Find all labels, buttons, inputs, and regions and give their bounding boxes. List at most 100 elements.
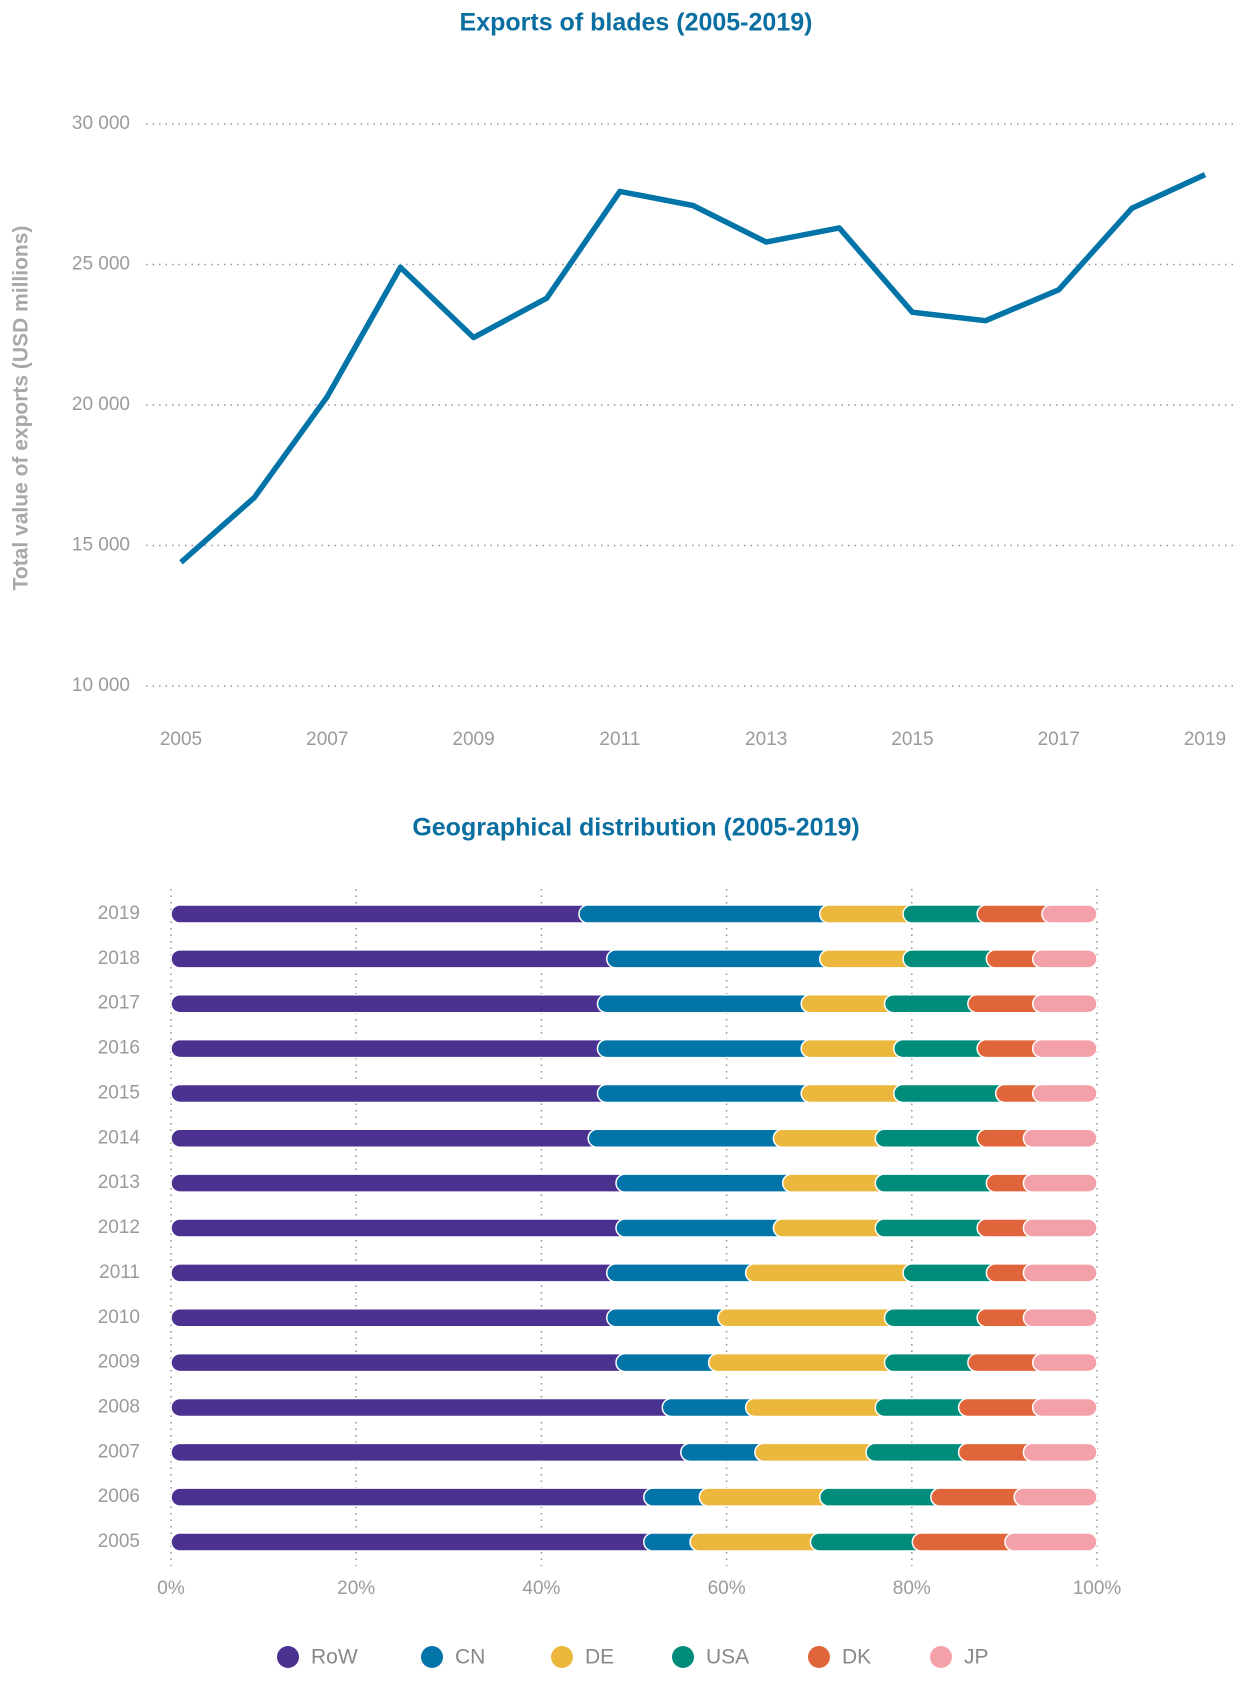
x-tick-label: 60% [708, 1578, 746, 1599]
y-tick-label: 20 000 [72, 394, 130, 415]
bar-segment [170, 949, 626, 969]
bar-segment [596, 1038, 820, 1059]
bar-segment [744, 1397, 895, 1418]
y-tick-label: 2010 [98, 1307, 140, 1328]
legend-label: JP [964, 1646, 989, 1669]
legend-label: DK [842, 1646, 871, 1669]
y-tick-label: 2016 [98, 1038, 140, 1059]
legend-swatch [672, 1646, 694, 1668]
x-tick-label: 2017 [1038, 729, 1080, 750]
bar-segment [1022, 1442, 1098, 1463]
y-tick-label: 2018 [98, 948, 140, 969]
x-tick-label: 2007 [306, 729, 348, 750]
y-tick-label: 2011 [99, 1262, 140, 1283]
y-tick-label: 2019 [98, 903, 140, 924]
legend-label: CN [455, 1646, 485, 1669]
bar-segment [170, 1397, 682, 1418]
bar-segment [170, 1083, 617, 1104]
bar-segment [170, 1038, 617, 1059]
bar-segment [170, 1128, 607, 1149]
x-tick-label: 80% [893, 1578, 931, 1599]
bar-segment [818, 1487, 950, 1507]
bar-segment [1041, 904, 1098, 924]
bar-segment [615, 1173, 802, 1193]
bar-segment [605, 1307, 737, 1328]
y-tick-label: 2017 [98, 993, 140, 1014]
x-tick-label: 40% [522, 1578, 560, 1599]
line [179, 172, 1207, 565]
bar-segment [170, 1442, 700, 1463]
bar-segment [578, 904, 839, 924]
bar-segment [1022, 1128, 1098, 1149]
y-tick-label: 2007 [98, 1441, 140, 1462]
y-tick-label: 15 000 [72, 535, 130, 556]
bar-segment [170, 1173, 635, 1193]
y-tick-label: 2006 [98, 1486, 140, 1507]
legend-label: USA [706, 1646, 749, 1669]
bar-segment [1031, 949, 1098, 969]
legend-swatch [421, 1646, 443, 1668]
y-tick-label: 30 000 [72, 113, 130, 134]
x-tick-label: 100% [1073, 1578, 1122, 1599]
bar-segment [717, 1307, 904, 1328]
legend-swatch [930, 1646, 952, 1668]
y-tick-label: 10 000 [72, 675, 130, 696]
bar-segment [754, 1442, 885, 1463]
legend-label: DE [585, 1646, 614, 1669]
chart-title: Geographical distribution (2005-2019) [412, 814, 859, 842]
bar-segment [1022, 1173, 1098, 1193]
y-tick-label: 2008 [98, 1396, 140, 1417]
bar-segment [615, 1218, 793, 1238]
legend-swatch [808, 1646, 830, 1668]
legend-swatch [277, 1646, 299, 1668]
bar-segment [170, 1263, 626, 1283]
y-tick-label: 2009 [98, 1352, 140, 1373]
legend-label: RoW [311, 1646, 358, 1669]
x-tick-label: 2005 [160, 729, 202, 750]
bar-segment [596, 1083, 820, 1104]
bar-segment [170, 1218, 635, 1238]
bar-segment [1004, 1532, 1098, 1552]
bar-segment [707, 1352, 904, 1373]
bar-segment [1013, 1487, 1098, 1507]
bar-segment [1022, 1218, 1098, 1238]
chart-title: Exports of blades (2005-2019) [460, 9, 813, 37]
y-tick-label: 2013 [98, 1172, 140, 1193]
bar-segment [744, 1263, 922, 1283]
bar-segment [1031, 1397, 1098, 1418]
bar-segment [1022, 1307, 1098, 1328]
bar-segment [170, 1352, 635, 1373]
bar-segment [1022, 1263, 1098, 1283]
legend-swatch [551, 1646, 573, 1668]
bar-segment [1031, 1038, 1098, 1059]
bar-segment [170, 1487, 663, 1507]
bar-segment [596, 993, 820, 1014]
y-axis-label: Total value of exports (USD millions) [10, 226, 33, 591]
bar-segment [587, 1128, 793, 1149]
y-tick-label: 2012 [98, 1217, 140, 1238]
bar-segment [1031, 1083, 1098, 1104]
bar-segment [170, 1532, 663, 1552]
x-tick-label: 20% [337, 1578, 375, 1599]
y-tick-label: 25 000 [72, 254, 130, 275]
bar-segment [874, 1173, 1006, 1193]
x-tick-label: 2015 [891, 729, 933, 750]
bar-segment [1031, 1352, 1098, 1373]
x-tick-label: 2019 [1184, 729, 1226, 750]
bar-segment [170, 1307, 626, 1328]
bar-segment [1031, 993, 1098, 1014]
y-tick-label: 2014 [98, 1127, 141, 1148]
x-tick-label: 2009 [452, 729, 494, 750]
bar-segment [170, 993, 617, 1014]
bar-segment [170, 904, 598, 924]
bar-segment [605, 1263, 765, 1283]
bar-segment [605, 949, 839, 969]
x-tick-label: 2011 [599, 729, 640, 750]
x-tick-label: 2013 [745, 729, 787, 750]
y-tick-label: 2015 [98, 1082, 140, 1103]
bar-segment [698, 1487, 839, 1507]
y-tick-label: 2005 [98, 1531, 140, 1552]
bar-segment [689, 1532, 830, 1552]
x-tick-label: 0% [157, 1578, 185, 1599]
